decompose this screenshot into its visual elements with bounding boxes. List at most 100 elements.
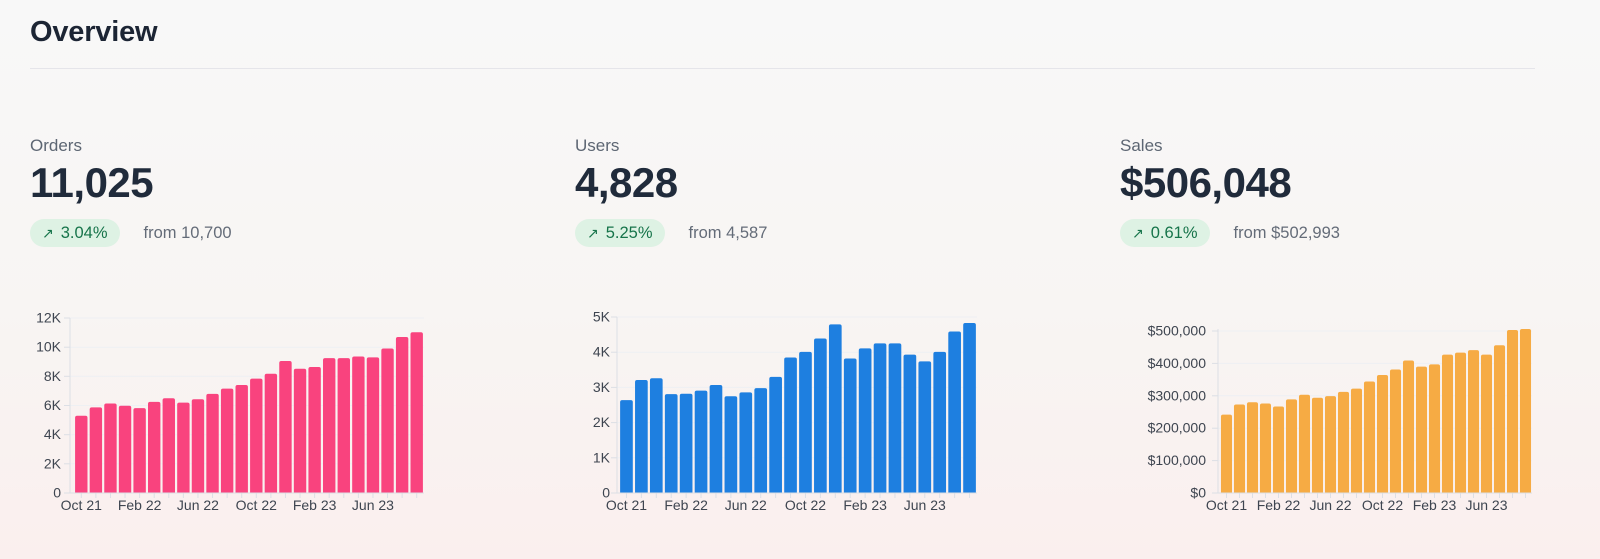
bar	[118, 405, 132, 493]
bar	[1519, 329, 1532, 493]
bar	[754, 388, 768, 493]
overview-page: Overview Orders 11,025 ↗ 3.04% from 10,7…	[30, 16, 1570, 513]
page-title: Overview	[30, 16, 158, 48]
y-tick-label: $0	[1190, 485, 1206, 501]
bar	[784, 357, 797, 493]
metric-label: Sales	[1120, 136, 1163, 155]
change-percent: 0.61%	[1150, 223, 1198, 242]
bar	[948, 331, 961, 493]
metric-label: Users	[575, 136, 620, 155]
bar-series	[1220, 329, 1532, 493]
bar	[1389, 369, 1402, 493]
bar	[620, 400, 633, 493]
bar	[1428, 364, 1441, 493]
orders-bar-chart: 0 2K 4K 6K 8K 10K 12K Oct 21 Feb 22 Jun 22 Oct 22 F…	[30, 298, 450, 513]
bar	[769, 376, 782, 493]
bar	[873, 343, 887, 493]
bar	[177, 402, 190, 493]
bar	[739, 392, 753, 493]
bar	[191, 399, 205, 493]
y-tick-label: $200,000	[1148, 420, 1207, 436]
y-tick-label: 5K	[593, 309, 611, 325]
bar	[104, 403, 117, 493]
bar	[1506, 329, 1519, 493]
previous-value: from $502,993	[1233, 223, 1340, 242]
bar	[903, 354, 917, 493]
card-users: Users 4,828 ↗ 5.25% from 4,587 0 1K 2K 3K 4K…	[575, 135, 995, 513]
bar	[933, 351, 947, 493]
bar	[395, 336, 409, 493]
bar	[1272, 406, 1285, 493]
bar	[220, 388, 234, 493]
bar	[649, 378, 663, 493]
y-tick-label: 2K	[593, 414, 611, 430]
y-tick-label: 8K	[44, 368, 62, 384]
stats-row: Orders 11,025 ↗ 3.04% from 10,700 0 2K 4K 6…	[30, 135, 1570, 513]
bar-series	[620, 323, 976, 493]
bar	[918, 361, 932, 493]
bar	[337, 358, 350, 493]
x-tick-label: Oct 21	[606, 497, 647, 513]
bar	[814, 338, 827, 493]
bar	[858, 348, 872, 493]
y-tick-label: $100,000	[1148, 452, 1207, 468]
bar	[133, 408, 146, 493]
bar	[366, 357, 380, 493]
x-tick-label: Jun 23	[352, 497, 394, 513]
sales-bar-chart: $0 $100,000 $200,000 $300,000 $400,000 $500,0…	[1148, 323, 1532, 513]
bar	[75, 415, 88, 493]
bar	[1363, 381, 1376, 493]
bar	[1311, 397, 1324, 493]
bar	[1441, 354, 1454, 493]
card-sales: Sales $506,048 ↗ 0.61% from $502,993 $0 $…	[1120, 135, 1540, 513]
bar	[89, 407, 103, 493]
orders-bar-chart: 0 2K 4K 6K 8K 10K 12K Oct 21 Feb 22 Jun 22 Oct 22 F…	[36, 310, 424, 513]
bar	[1454, 352, 1467, 493]
bar	[1467, 350, 1480, 493]
bar	[1220, 414, 1233, 493]
bar	[323, 358, 336, 493]
bar	[664, 394, 678, 493]
bar	[843, 358, 857, 493]
bar	[250, 378, 263, 493]
bar	[352, 356, 365, 493]
bar	[679, 393, 693, 493]
x-tick-label: Feb 22	[118, 497, 162, 513]
x-tick-label: Jun 22	[725, 497, 767, 513]
bar	[293, 368, 307, 493]
users-bar-chart: 0 1K 2K 3K 4K 5K Oct 21 Feb 22 Jun 22 Oct 22 Feb 2…	[593, 309, 977, 513]
users-bar-chart: 0 1K 2K 3K 4K 5K Oct 21 Feb 22 Jun 22 Oct 22 Feb 2…	[575, 298, 995, 513]
previous-value: from 4,587	[688, 223, 768, 242]
change-row: ↗ 3.04% from 10,700	[30, 219, 450, 247]
x-tick-label: Feb 23	[293, 497, 337, 513]
bar	[279, 361, 292, 493]
change-row: ↗ 5.25% from 4,587	[575, 219, 995, 247]
bar	[1285, 399, 1298, 493]
bar	[1415, 366, 1428, 493]
bar	[1246, 402, 1259, 493]
x-tick-label: Jun 23	[904, 497, 946, 513]
bar	[1480, 354, 1493, 493]
bar	[206, 393, 219, 493]
y-tick-label: 10K	[36, 339, 62, 355]
change-percent: 3.04%	[60, 223, 108, 242]
bar	[1337, 391, 1350, 493]
bar	[828, 324, 842, 493]
change-badge: ↗ 5.25%	[575, 219, 665, 247]
bar	[1350, 388, 1363, 493]
trend-up-icon: ↗	[587, 225, 599, 241]
metric-value: 4,828	[575, 159, 678, 206]
x-tick-label: Oct 21	[61, 497, 102, 513]
metric-value: $506,048	[1120, 159, 1292, 206]
change-badge: ↗ 3.04%	[30, 219, 120, 247]
y-tick-label: 4K	[593, 344, 611, 360]
change-percent: 5.25%	[605, 223, 653, 242]
bar	[264, 373, 278, 493]
bar	[162, 398, 175, 493]
bar	[1259, 403, 1272, 493]
bar	[724, 396, 738, 493]
bar	[799, 351, 812, 493]
bar	[1233, 404, 1246, 493]
bar	[308, 367, 321, 493]
y-tick-label: 4K	[44, 426, 62, 442]
